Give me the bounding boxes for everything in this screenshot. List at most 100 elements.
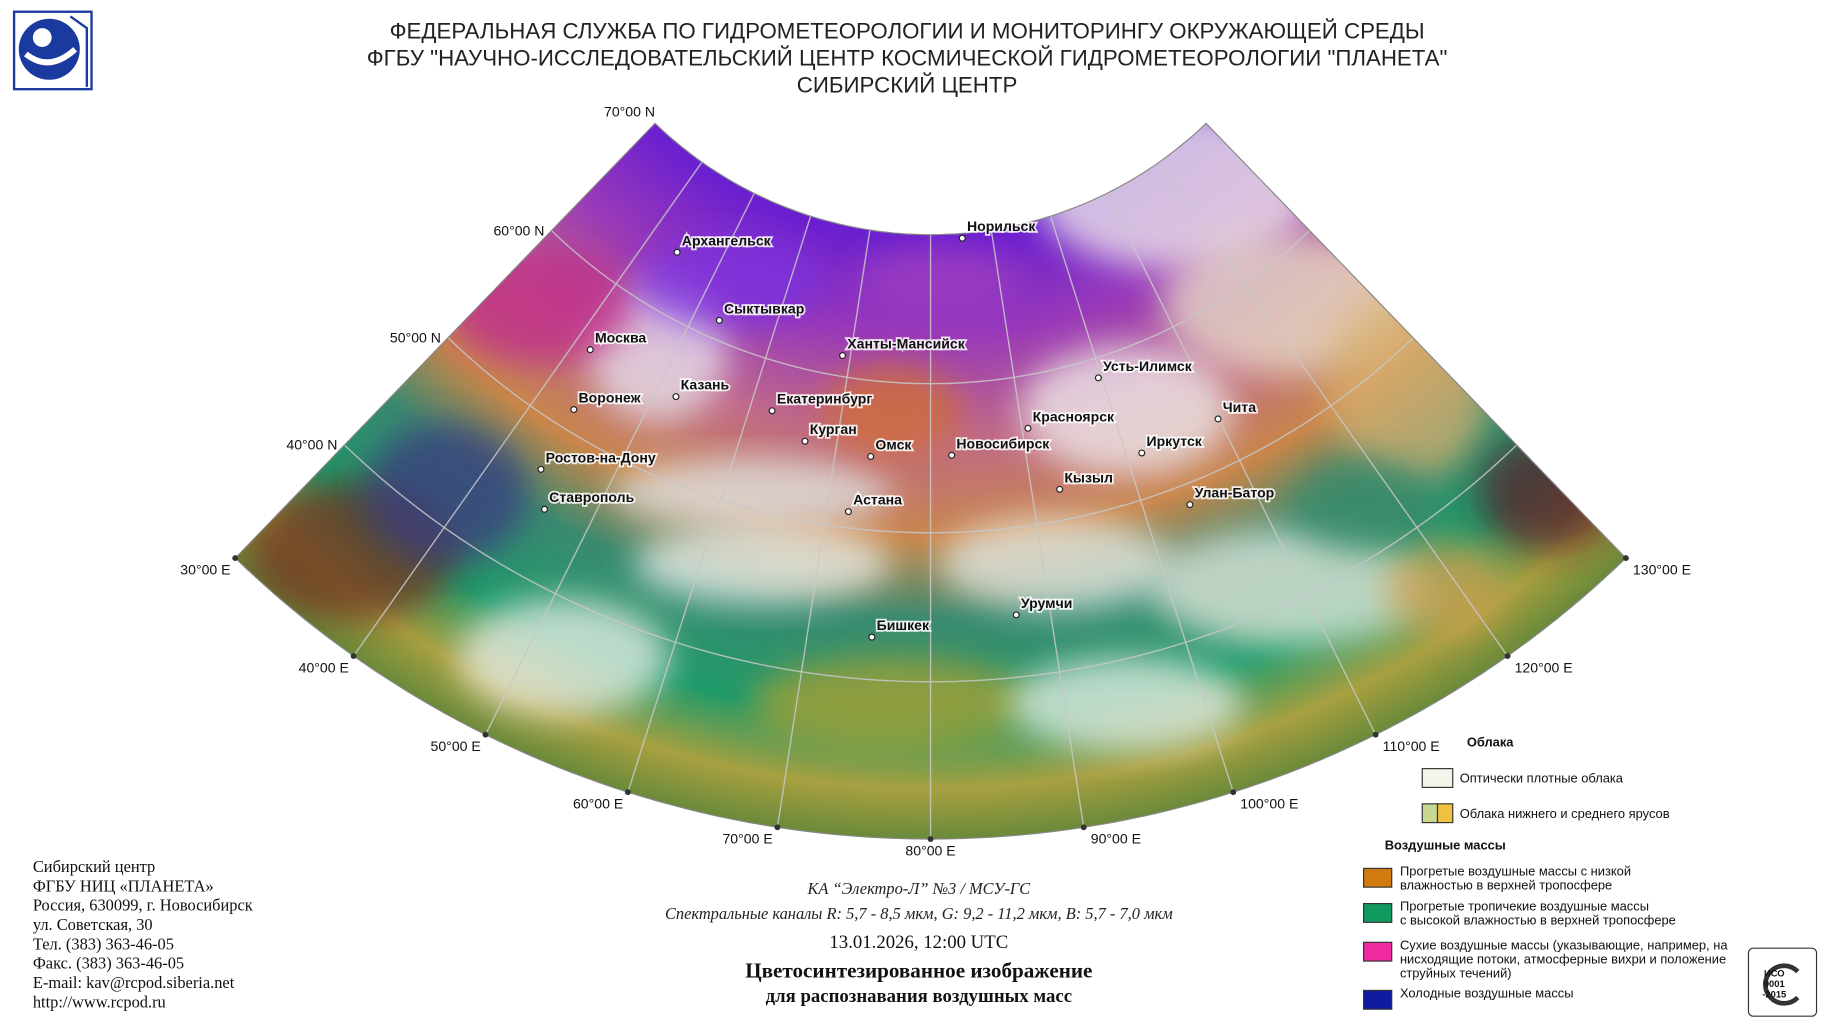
meridian-line — [1049, 215, 1234, 793]
legend-item: Оптически плотные облака — [1460, 771, 1624, 786]
meridian-dot — [350, 653, 357, 659]
legend-item: нисходящие потоки, атмосферные вихри и п… — [1400, 951, 1726, 966]
swatch-air — [1362, 902, 1393, 923]
city-label: Архангельск — [682, 232, 772, 248]
meridian-dot — [1230, 789, 1237, 796]
meridian-line — [990, 229, 1085, 828]
certificate-text: ИСО — [1764, 968, 1785, 978]
parallel-label: 60°00 N — [493, 222, 544, 238]
meridian-dot — [624, 789, 631, 796]
meridian-dot — [482, 731, 489, 738]
meridian-line — [1158, 161, 1509, 657]
city-label: Кызыл — [1064, 469, 1113, 485]
meridian-label: 90°00 E — [1091, 831, 1141, 847]
city-dot — [672, 393, 680, 401]
cloud-area — [633, 522, 892, 605]
address-line: Тел. (383) 363-46-05 — [33, 934, 174, 953]
meridian-dot — [232, 555, 239, 562]
city-label: Иркутск — [1146, 433, 1202, 449]
meridian-line — [484, 193, 755, 735]
meridian-line — [352, 161, 703, 657]
meridian-dot — [1622, 555, 1629, 562]
cloud-area — [1326, 293, 1491, 482]
cloud-area — [1478, 434, 1620, 552]
city-dot — [673, 248, 681, 256]
address-line: ул. Советская, 30 — [33, 915, 153, 934]
parallel-label: 70°00 N — [604, 103, 655, 119]
city-label: Астана — [853, 492, 902, 508]
certificate-text: 9001 — [1764, 979, 1785, 989]
cloud-area — [445, 246, 634, 364]
address-line: E-mail: kav@rcpod.siberia.net — [33, 973, 235, 992]
city-label: Бишкек — [877, 617, 930, 633]
city-dot — [570, 406, 578, 414]
city-dot — [540, 505, 549, 513]
meridian-line — [627, 215, 812, 793]
city-label: Урумчи — [1021, 595, 1073, 611]
meridian-label: 70°00 E — [722, 831, 772, 847]
city-dot — [715, 316, 723, 324]
cloud-area — [633, 234, 822, 329]
city-label: Воронеж — [579, 389, 642, 405]
address-line: Факс. (383) 363-46-05 — [33, 954, 184, 973]
city-label: Ханты-Мансийск — [847, 336, 966, 352]
cloud-area — [856, 246, 1021, 317]
header-institute: ФГБУ "НАУЧНО-ИССЛЕДОВАТЕЛЬСКИЙ ЦЕНТР КОС… — [367, 46, 1448, 71]
city-label: Сыктывкар — [724, 300, 805, 316]
legend-clouds-title: Облака — [1467, 734, 1514, 749]
legend-air-title: Воздушные массы — [1385, 838, 1506, 853]
legend: Облака Оптически плотные облака Облака ниж… — [1362, 734, 1728, 1010]
city-dot — [801, 437, 809, 445]
legend-item: с высокой влажностью в верхней тропосфер… — [1400, 913, 1676, 928]
meridian-dot — [1372, 731, 1379, 738]
city-label: Чита — [1223, 399, 1256, 415]
city-label: Улан-Батор — [1195, 485, 1275, 501]
city-label: Ставрополь — [549, 489, 634, 505]
swatch-mid — [1436, 803, 1454, 824]
cloud-area — [363, 422, 529, 564]
meridian-dot — [774, 824, 781, 831]
city-dot — [1214, 415, 1222, 423]
city-label: Усть-Илимск — [1103, 358, 1193, 374]
header-center: СИБИРСКИЙ ЦЕНТР — [797, 73, 1018, 98]
satellite: КА “Электро-Л” №3 / МСУ-ГС — [806, 879, 1031, 898]
city-label: Курган — [810, 421, 857, 437]
address-line: Сибирский центр — [33, 857, 155, 876]
swatch-air — [1362, 867, 1393, 888]
meridian-line — [1106, 193, 1377, 735]
legend-item: Облака нижнего и среднего ярусов — [1460, 806, 1670, 821]
meridian-label: 40°00 E — [299, 659, 349, 675]
legend-item: Прогретые тропичекие воздушные массы — [1400, 899, 1649, 914]
meridian-label: 100°00 E — [1240, 796, 1298, 812]
cloud-area — [821, 363, 963, 458]
address-line: http://www.rcpod.ru — [33, 992, 166, 1011]
city-dot — [768, 407, 776, 415]
cloud-area — [1150, 528, 1432, 646]
city-dot — [1138, 449, 1146, 457]
meridian-line — [776, 229, 871, 828]
swatch-air — [1362, 941, 1393, 962]
city-dot — [1186, 501, 1194, 509]
legend-item: Холодные воздушные массы — [1400, 985, 1574, 1000]
city-dot — [867, 452, 875, 460]
city-label: Норильск — [967, 218, 1036, 234]
city-label: Ростов-на-Дону — [546, 449, 656, 465]
city-label: Екатеринбург — [777, 391, 873, 407]
meridian-label: 60°00 E — [573, 796, 623, 812]
city-dot — [1056, 485, 1064, 493]
certificate-text: -2015 — [1762, 989, 1786, 999]
meridian-dot — [927, 836, 934, 842]
title-line-1: Цветосинтезированное изображение — [745, 958, 1092, 982]
cloud-area — [1384, 539, 1503, 634]
swatch-dense — [1421, 768, 1454, 788]
legend-item: влажностью в верхней тропосфере — [1400, 877, 1612, 892]
address-line: ФГБУ НИЦ «ПЛАНЕТА» — [33, 876, 214, 895]
cloud-area — [610, 457, 892, 529]
legend-item: Прогретые воздушные массы с низкой — [1400, 863, 1631, 878]
meridian-label: 110°00 E — [1383, 738, 1440, 754]
parallel-label: 40°00 N — [286, 437, 337, 453]
legend-item: Сухие воздушные массы (указывающие, напр… — [1400, 937, 1728, 952]
